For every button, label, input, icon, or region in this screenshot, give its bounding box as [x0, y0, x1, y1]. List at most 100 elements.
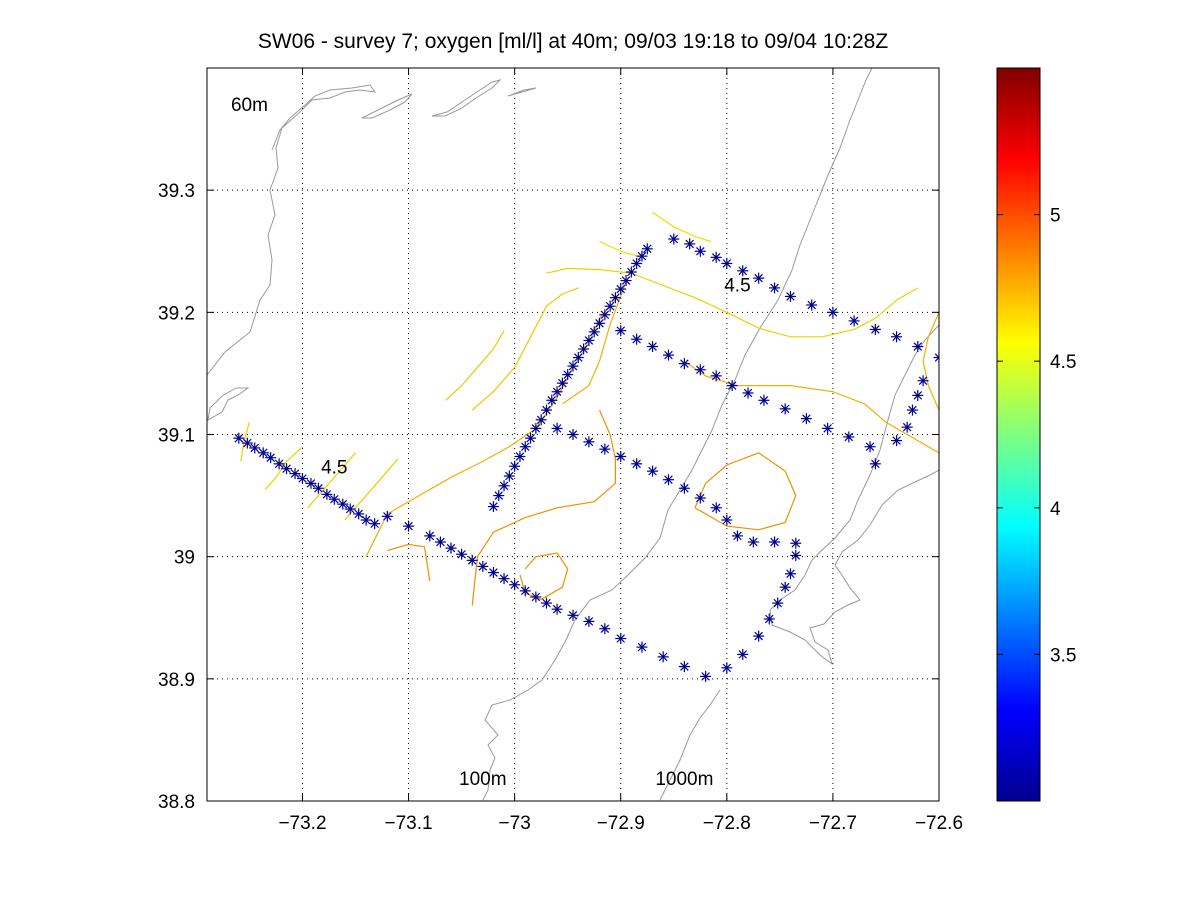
- station-marker: [546, 394, 558, 406]
- station-marker: [790, 549, 802, 561]
- x-tick-label: −72.6: [915, 813, 963, 834]
- station-marker: [641, 243, 653, 255]
- x-tick-label: −73.2: [278, 813, 326, 834]
- station-marker: [265, 452, 277, 464]
- station-marker: [694, 245, 706, 257]
- x-tick-label: −72.7: [809, 813, 857, 834]
- y-axis: 38.8 38.9 39 39.1 39.2 39.3: [158, 181, 939, 813]
- station-marker: [578, 343, 590, 355]
- station-marker: [604, 300, 616, 312]
- station-marker: [620, 275, 632, 287]
- station-marker: [353, 508, 365, 520]
- station-marker: [530, 591, 542, 603]
- station-marker: [321, 488, 333, 500]
- oxygen-contour-line: [264, 446, 303, 490]
- station-marker: [784, 568, 796, 580]
- station-marker: [281, 463, 293, 475]
- station-marker: [827, 306, 839, 318]
- station-marker: [434, 536, 446, 548]
- station-marker: [525, 432, 537, 444]
- station-marker: [710, 251, 722, 263]
- station-marker: [567, 360, 579, 372]
- station-marker: [731, 530, 743, 542]
- colorbar-gradient: [996, 67, 1041, 802]
- annotations: 60m 100m 1000m 4.5 4.5: [231, 95, 751, 790]
- station-marker: [583, 436, 595, 448]
- station-marker: [519, 441, 531, 453]
- station-marker: [551, 386, 563, 398]
- station-marker: [790, 537, 802, 549]
- x-tick-label: −72.9: [597, 813, 645, 834]
- station-marker: [241, 437, 253, 449]
- station-marker: [567, 609, 579, 621]
- station-marker: [296, 472, 308, 484]
- station-marker: [540, 404, 552, 416]
- station-marker: [514, 450, 526, 462]
- station-marker: [487, 501, 499, 513]
- colorbar-tick-label: 4: [1050, 499, 1061, 520]
- station-marker: [806, 299, 818, 311]
- station-marker: [869, 323, 881, 335]
- station-marker: [498, 573, 510, 585]
- oxygen-contour-line: [307, 452, 356, 509]
- station-marker: [742, 387, 754, 399]
- station-marker: [636, 250, 648, 262]
- station-marker: [769, 536, 781, 548]
- station-marker: [726, 380, 738, 392]
- station-marker: [567, 429, 579, 440]
- station-marker: [694, 492, 706, 504]
- station-marker: [869, 458, 881, 470]
- station-marker: [753, 630, 765, 642]
- station-marker: [615, 325, 627, 337]
- isobath-60m-fragment: [361, 93, 413, 119]
- station-marker: [721, 662, 733, 674]
- y-tick-label: 38.9: [158, 670, 195, 691]
- map-annotation: 4.5: [321, 458, 347, 479]
- station-marker: [779, 403, 791, 415]
- station-marker: [583, 615, 595, 627]
- x-axis: −73.2 −73.1 −73 −72.9 −72.8 −72.7 −72.6: [278, 68, 963, 834]
- map-annotation: 100m: [459, 769, 507, 790]
- station-marker: [737, 648, 749, 660]
- station-marker: [337, 498, 349, 510]
- station-marker: [822, 422, 834, 434]
- colorbar-tick-label: 3.5: [1050, 645, 1076, 666]
- station-marker: [769, 282, 781, 294]
- station-marker: [737, 265, 749, 277]
- oxygen-contour-line: [471, 287, 579, 411]
- station-marker: [572, 352, 584, 364]
- station-marker: [233, 432, 245, 444]
- isobath-60m-fragment-4: [207, 387, 250, 421]
- station-marker: [891, 435, 903, 447]
- station-marker: [588, 326, 600, 338]
- station-marker: [710, 502, 722, 514]
- station-marker: [312, 482, 324, 494]
- station-marker: [631, 257, 643, 269]
- station-marker: [509, 579, 521, 591]
- station-marker: [772, 597, 784, 609]
- station-marker: [631, 458, 643, 470]
- station-marker: [631, 333, 643, 345]
- station-marker: [503, 470, 515, 482]
- station-marker: [912, 341, 924, 353]
- station-marker: [678, 358, 690, 370]
- station-marker: [779, 581, 791, 593]
- station-marker: [912, 389, 924, 401]
- station-marker: [599, 623, 611, 635]
- station-marker: [424, 530, 436, 542]
- oxygen-contour-line: [546, 267, 919, 338]
- station-marker: [700, 670, 712, 682]
- station-marker: [615, 450, 627, 462]
- station-marker: [636, 641, 648, 653]
- station-marker: [933, 352, 939, 364]
- station-marker: [487, 567, 499, 579]
- x-tick-label: −73.1: [385, 813, 433, 834]
- y-tick-label: 39: [174, 548, 195, 569]
- oxygen-contour-line: [599, 240, 643, 258]
- station-marker: [784, 290, 796, 302]
- station-marker: [456, 548, 468, 560]
- station-marker: [662, 349, 674, 361]
- station-marker: [466, 554, 478, 566]
- y-tick-label: 39.1: [158, 426, 195, 447]
